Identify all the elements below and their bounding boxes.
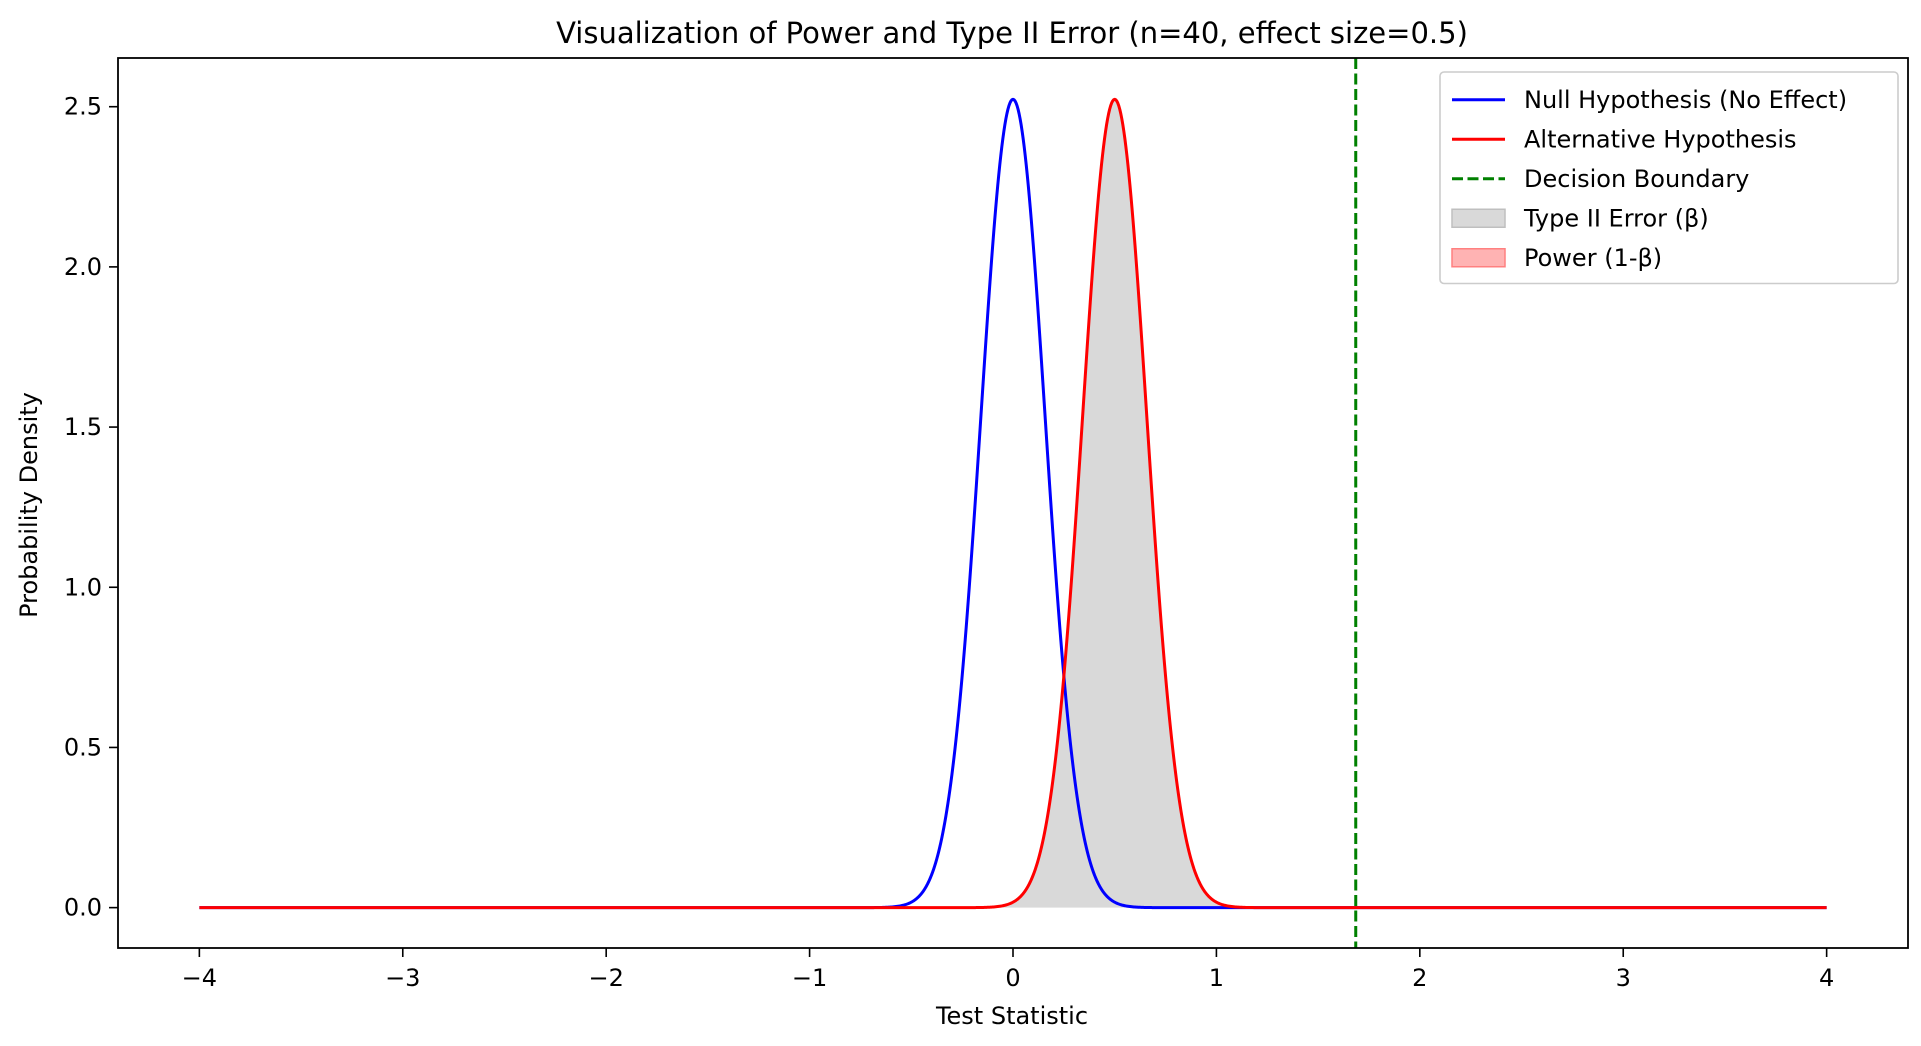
y-axis-label: Probability Density xyxy=(15,392,43,618)
legend-label-type-ii: Type II Error (β) xyxy=(1523,204,1709,232)
x-tick-label: −3 xyxy=(385,964,420,992)
y-tick-label: 0.0 xyxy=(64,894,102,922)
x-axis-label: Test Statistic xyxy=(935,1002,1088,1030)
x-axis-ticks: −4 −3 −2 −1 0 1 2 3 4 xyxy=(182,948,1834,992)
x-tick-label: −4 xyxy=(182,964,217,992)
x-tick-label: 3 xyxy=(1616,964,1631,992)
y-tick-label: 2.5 xyxy=(64,93,102,121)
x-tick-label: 0 xyxy=(1005,964,1020,992)
legend-label-boundary: Decision Boundary xyxy=(1524,165,1749,193)
series-alternative-hypothesis xyxy=(198,97,1828,910)
y-axis-ticks: 0.0 0.5 1.0 1.5 2.0 2.5 xyxy=(64,93,118,922)
x-tick-label: −1 xyxy=(792,964,827,992)
x-tick-label: 2 xyxy=(1412,964,1427,992)
y-tick-label: 1.0 xyxy=(64,573,102,601)
legend: Null Hypothesis (No Effect) Alternative H… xyxy=(1439,71,1899,285)
legend-swatch-type-ii xyxy=(1451,208,1506,228)
legend-box xyxy=(1439,71,1899,285)
chart-title: Visualization of Power and Type II Error… xyxy=(556,16,1468,50)
legend-label-alternative: Alternative Hypothesis xyxy=(1524,125,1797,153)
legend-label-null: Null Hypothesis (No Effect) xyxy=(1524,86,1847,114)
legend-swatch-power xyxy=(1451,248,1506,268)
series-layer xyxy=(198,97,1828,910)
y-tick-label: 2.0 xyxy=(64,253,102,281)
x-tick-label: 1 xyxy=(1209,964,1224,992)
area-type-ii-error xyxy=(199,99,1356,908)
x-tick-label: −2 xyxy=(588,964,623,992)
y-tick-label: 0.5 xyxy=(64,733,102,761)
x-tick-label: 4 xyxy=(1819,964,1834,992)
y-tick-label: 1.5 xyxy=(64,413,102,441)
legend-label-power: Power (1-β) xyxy=(1524,244,1662,272)
